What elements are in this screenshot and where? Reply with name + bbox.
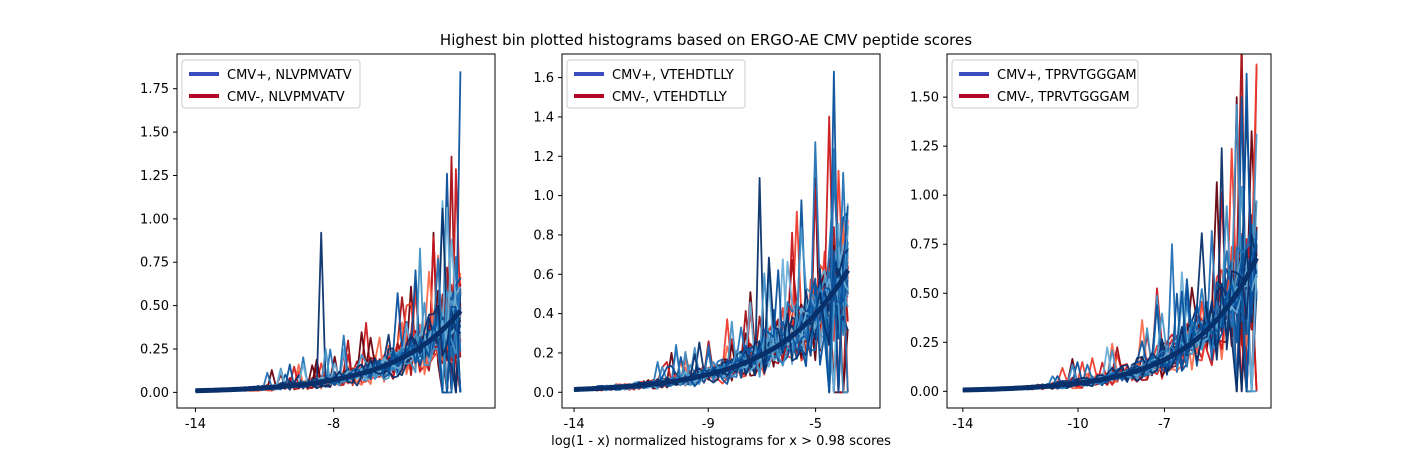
y-tick-label: 0.2 (533, 346, 554, 361)
y-tick-label: 1.0 (533, 189, 554, 204)
x-tick-label: -8 (327, 417, 340, 432)
series-lines (962, 54, 1259, 393)
y-tick-label: 0.8 (533, 228, 554, 243)
x-tick-label: -10 (1067, 417, 1088, 432)
legend-box (181, 59, 361, 109)
x-axis-label: log(1 - x) normalized histograms for x >… (551, 434, 891, 449)
series-lines (195, 71, 463, 394)
x-tick-label: -14 (563, 417, 584, 432)
mean-curve (962, 256, 1259, 393)
series-lines (573, 70, 850, 394)
y-tick-label: 1.6 (533, 71, 554, 86)
axes-frame (561, 53, 881, 409)
legend-label: CMV+, NLVPMVATV (227, 68, 352, 83)
x-tick-label: -14 (952, 417, 973, 432)
mean-curve (195, 309, 463, 394)
y-tick-label: 1.00 (910, 189, 939, 204)
x-tick-label: -7 (1158, 417, 1171, 432)
y-tick-label: 0.00 (910, 385, 939, 400)
y-tick-label: 1.25 (910, 140, 939, 155)
y-tick-label: 1.2 (533, 150, 554, 165)
legend-box (566, 59, 746, 109)
legend-label: CMV-, VTEHDTLLY (612, 90, 727, 105)
x-tick-label: -5 (809, 417, 822, 432)
y-tick-label: 1.50 (910, 91, 939, 106)
y-tick-label: 0.75 (140, 256, 169, 271)
y-tick-label: 0.6 (533, 268, 554, 283)
axes-frame (946, 53, 1272, 409)
figure-title: Highest bin plotted histograms based on … (439, 31, 973, 49)
y-tick-label: 0.4 (533, 307, 554, 322)
subplot-3: 0.00 0.25 0.50 0.75 1.00 1.25 1.50 -14 -10 -7 CMV+… (910, 53, 1272, 432)
subplot-1: 0.00 0.25 0.50 0.75 1.00 1.25 1.50 1.75 -14 -8 CMV… (140, 53, 496, 432)
x-tick-label: -14 (185, 417, 206, 432)
y-tick-label: 1.25 (140, 169, 169, 184)
axes-frame (176, 53, 496, 409)
y-tick-label: 0.0 (533, 386, 554, 401)
mean-curve (573, 269, 850, 392)
legend-box (951, 59, 1139, 109)
legend-label: CMV-, NLVPMVATV (227, 90, 345, 105)
y-tick-label: 0.25 (910, 336, 939, 351)
y-tick-label: 0.75 (910, 238, 939, 253)
y-tick-label: 0.25 (140, 343, 169, 358)
legend-label: CMV+, VTEHDTLLY (612, 68, 734, 83)
y-tick-label: 0.50 (140, 299, 169, 314)
subplot-2: 0.0 0.2 0.4 0.6 0.8 1.0 1.2 1.4 1.6 -14 -9 -5 CMV+, … (533, 53, 881, 432)
y-tick-label: 1.50 (140, 126, 169, 141)
y-tick-label: 1.00 (140, 212, 169, 227)
y-tick-label: 0.50 (910, 287, 939, 302)
legend-label: CMV+, TPRVTGGGAM (997, 68, 1137, 83)
legend-label: CMV-, TPRVTGGGAM (997, 90, 1130, 105)
x-tick-label: -9 (702, 417, 715, 432)
y-tick-label: 1.4 (533, 110, 554, 125)
y-tick-label: 0.00 (140, 386, 169, 401)
y-tick-label: 1.75 (140, 82, 169, 97)
